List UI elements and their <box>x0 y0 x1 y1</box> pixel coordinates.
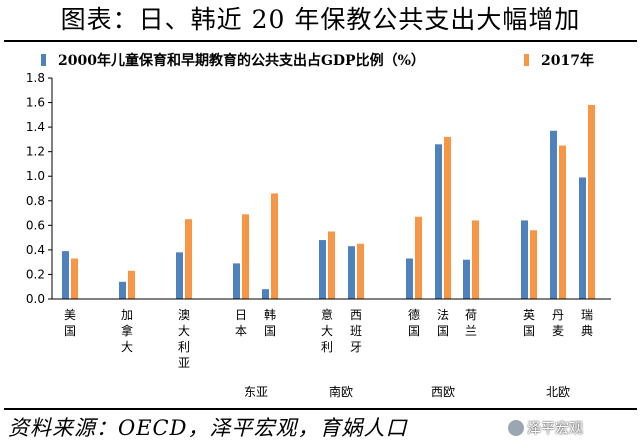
y-tick-label: 1.6 <box>26 96 45 110</box>
title-divider <box>4 40 637 42</box>
legend: 2000年儿童保育和早期教育的公共支出占GDP比例（%） 2017年 <box>41 52 594 69</box>
y-tick-label: 0.0 <box>26 292 45 306</box>
bar-2017-2 <box>185 219 192 299</box>
legend-label-2000: 2000年儿童保育和早期教育的公共支出占GDP比例（%） <box>58 52 425 69</box>
category-label: 德国 <box>408 307 420 338</box>
bar-2017-3 <box>242 214 249 299</box>
bars <box>62 105 595 299</box>
bar-2000-9 <box>463 259 470 299</box>
bar-2017-12 <box>588 105 595 299</box>
bar-2017-5 <box>328 231 335 299</box>
bar-2000-11 <box>550 130 557 299</box>
category-label: 瑞典 <box>581 308 593 338</box>
y-tick-label: 0.2 <box>26 267 45 281</box>
y-axis: 0.0 0.2 0.4 0.6 0.8 1.0 1.2 1.4 1.6 1.8 <box>26 71 53 306</box>
bar-2000-10 <box>521 220 528 299</box>
watermark: 泽平宏观 <box>527 421 583 437</box>
bar-2000-2 <box>176 252 183 299</box>
y-tick-label: 0.8 <box>26 194 45 208</box>
group-label: 西欧 <box>431 385 455 399</box>
category-label: 英国 <box>523 308 535 338</box>
bar-2017-10 <box>530 230 537 299</box>
y-tick-label: 1.2 <box>26 145 45 159</box>
category-label: 美国 <box>64 308 76 338</box>
y-tick-label: 1.0 <box>26 169 45 183</box>
bar-2017-0 <box>71 258 78 299</box>
bar-2017-4 <box>271 193 278 299</box>
y-tick-label: 0.6 <box>26 218 45 232</box>
bar-2017-9 <box>472 220 479 299</box>
bar-2000-4 <box>262 289 269 299</box>
group-label: 北欧 <box>546 385 570 399</box>
bar-2000-0 <box>62 251 69 299</box>
bar-2000-1 <box>119 281 126 299</box>
bar-chart: 2000年儿童保育和早期教育的公共支出占GDP比例（%） 2017年 0.00.… <box>26 52 611 399</box>
bar-2017-7 <box>415 216 422 299</box>
y-tick-label: 1.4 <box>26 120 45 134</box>
bar-2000-12 <box>579 177 586 299</box>
category-label: 日本 <box>235 308 247 338</box>
region-groups: 东亚 南欧 西欧 北欧 <box>244 384 570 399</box>
legend-swatch-2000 <box>41 54 46 66</box>
legend-swatch-2017 <box>524 54 529 66</box>
category-label: 丹麦 <box>552 308 564 338</box>
bar-2017-6 <box>357 243 364 299</box>
source-note: 资料来源：OECD，泽平宏观，育娲人口 <box>8 416 408 440</box>
category-label: 意大利 <box>321 307 333 354</box>
bar-2017-1 <box>128 270 135 299</box>
category-label: 韩国 <box>264 307 276 338</box>
category-label: 法国 <box>437 308 449 338</box>
bar-2000-7 <box>406 258 413 299</box>
category-label: 加拿大 <box>121 308 133 354</box>
bar-2017-11 <box>559 145 566 299</box>
group-label: 南欧 <box>329 384 353 399</box>
bar-2000-8 <box>435 144 442 299</box>
y-tick-label: 0.4 <box>26 243 45 257</box>
bar-2000-5 <box>319 240 326 299</box>
chart-title: 图表：日、韩近 20 年保教公共支出大幅增加 <box>60 5 581 34</box>
y-tick-label: 1.8 <box>26 71 45 85</box>
bar-2017-8 <box>444 136 451 299</box>
bar-2000-6 <box>348 246 355 299</box>
bar-2000-3 <box>233 263 240 299</box>
wechat-icon <box>508 420 524 436</box>
category-label: 荷兰 <box>465 308 477 338</box>
group-label: 东亚 <box>244 385 268 399</box>
footer-divider <box>4 408 637 410</box>
category-label: 西班牙 <box>350 308 362 354</box>
legend-label-2017: 2017年 <box>541 52 594 69</box>
category-label: 澳大利亚 <box>178 308 190 370</box>
